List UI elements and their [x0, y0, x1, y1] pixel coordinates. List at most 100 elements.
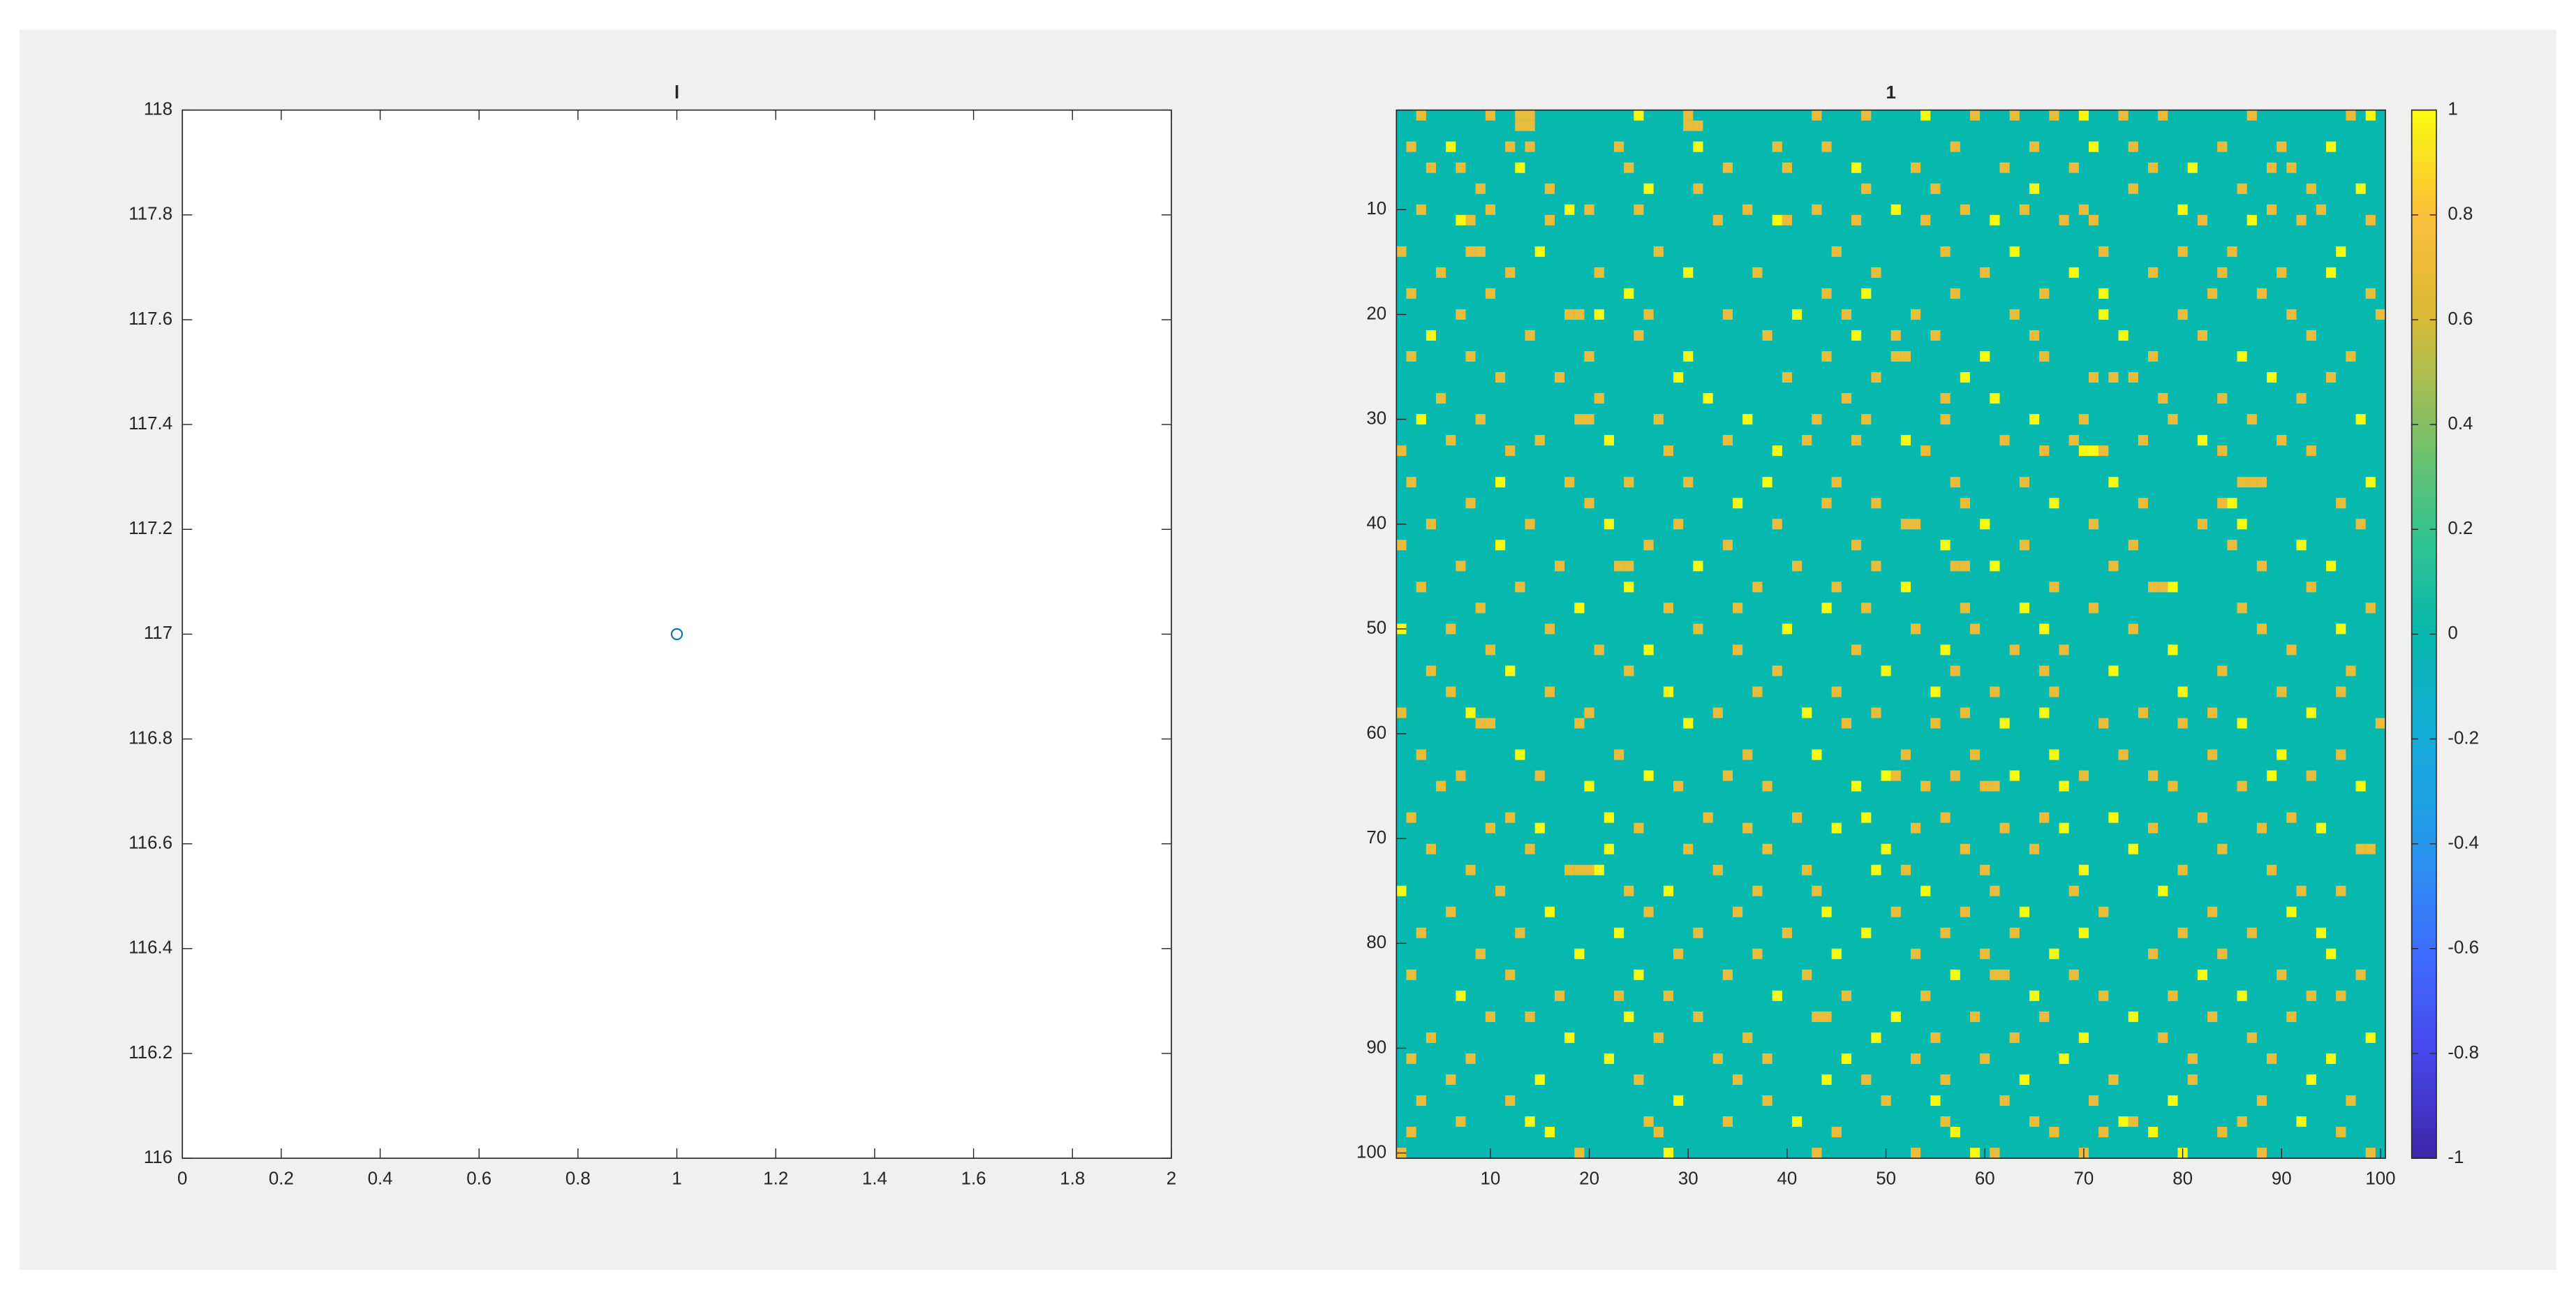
heatmap-cell: [1495, 540, 1506, 551]
colorbar-tick-label: 0: [2448, 623, 2457, 643]
heatmap-cell: [1812, 885, 1822, 896]
heatmap-cell: [1871, 864, 1881, 875]
heatmap-cell: [1456, 214, 1466, 225]
heatmap-cell: [2039, 707, 2050, 718]
heatmap-cell: [2029, 990, 2040, 1001]
heatmap-cell: [1752, 948, 1763, 959]
heatmap-cell: [1534, 246, 1545, 257]
heatmap-cell: [2089, 519, 2099, 530]
heatmap-cell: [2306, 707, 2316, 718]
heatmap-cell: [1663, 686, 1673, 697]
heatmap-cell: [1435, 393, 1446, 404]
heatmap-cell: [2207, 288, 2218, 299]
heatmap-cell: [1505, 445, 1516, 457]
heatmap-cell: [2217, 665, 2228, 676]
heatmap-cell: [2217, 141, 2228, 152]
heatmap-cell: [1416, 414, 1426, 425]
heatmap-cell: [2277, 141, 2287, 152]
heatmap-cell: [1970, 1011, 1981, 1022]
heatmap-cell: [1634, 330, 1644, 341]
heatmap-cell: [2217, 843, 2228, 855]
heatmap-cell: [1604, 519, 1614, 530]
heatmap-cell: [2118, 330, 2129, 341]
heatmap-cell: [1970, 1148, 1981, 1159]
heatmap-cell: [2078, 770, 2089, 781]
heatmap-cell: [1624, 1011, 1634, 1022]
heatmap-cell: [1930, 718, 1941, 729]
heatmap-cell: [1861, 183, 1872, 194]
heatmap-cell: [1920, 445, 1931, 457]
heatmap-cell: [2277, 686, 2287, 697]
heatmap-cell: [1999, 822, 2010, 834]
heatmap-cell: [1831, 1127, 1842, 1138]
heatmap-cell: [2148, 1127, 2159, 1138]
heatmap-cell: [2177, 927, 2188, 938]
heatmap-cell: [2217, 393, 2228, 404]
heatmap-cell: [2197, 519, 2208, 530]
heatmap-cell: [1495, 885, 1506, 896]
heatmap-cell: [1910, 623, 1921, 635]
heatmap-cell: [2246, 1032, 2257, 1043]
heatmap-cell: [1406, 1127, 1416, 1138]
heatmap-cell: [2049, 686, 2059, 697]
heatmap-cell: [2237, 990, 2247, 1001]
heatmap-cell: [1475, 948, 1486, 959]
heatmap-cell: [2306, 183, 2316, 194]
heatmap-cell: [2207, 1011, 2218, 1022]
axes-frame: [1396, 109, 2386, 1159]
heatmap-cell: [2286, 906, 2297, 917]
heatmap-cell: [1574, 1148, 1585, 1159]
heatmap-cell: [1762, 781, 1772, 792]
heatmap-cell: [1791, 561, 1803, 572]
heatmap-cell: [1782, 214, 1792, 225]
heatmap-cell: [1900, 749, 1911, 760]
heatmap-cell: [1821, 498, 1832, 509]
heatmap-cell: [1653, 246, 1664, 257]
heatmap-cell: [1683, 843, 1694, 855]
heatmap-cell: [1693, 561, 1703, 572]
heatmap-cell: [1990, 393, 2000, 404]
heatmap-cell: [2128, 1011, 2138, 1022]
heatmap-cell: [2118, 110, 2129, 121]
heatmap-cell: [1950, 141, 1960, 152]
heatmap-cell: [1426, 843, 1436, 855]
heatmap-cell: [2355, 519, 2366, 530]
heatmap-cell: [2277, 749, 2287, 760]
heatmap-cell: [2336, 246, 2346, 257]
heatmap-cell: [2078, 1032, 2089, 1043]
heatmap-cell: [1525, 1116, 1535, 1127]
heatmap-cell: [1772, 519, 1782, 530]
heatmap-cell: [2286, 309, 2297, 320]
heatmap-cell: [2355, 414, 2366, 425]
heatmap-cell: [1782, 162, 1792, 173]
heatmap-cell: [2148, 582, 2159, 593]
axes-title: 1: [1886, 83, 1895, 103]
heatmap-cell: [1465, 246, 1476, 257]
heatmap-cell: [1821, 141, 1832, 152]
heatmap-cell: [2138, 707, 2149, 718]
heatmap-cell: [2306, 770, 2316, 781]
heatmap-cell: [1920, 990, 1931, 1001]
heatmap-cell: [1920, 214, 1931, 225]
heatmap-cell: [2227, 540, 2237, 551]
heatmap-cell: [2009, 770, 2020, 781]
heatmap-cell: [2207, 749, 2218, 760]
heatmap-cell: [1970, 110, 1981, 121]
heatmap-cell: [2256, 561, 2267, 572]
heatmap-cell: [1673, 781, 1684, 792]
heatmap-cell: [1841, 1053, 1851, 1064]
heatmap-cell: [2237, 477, 2247, 488]
heatmap-cell: [1831, 948, 1842, 959]
heatmap-cell: [2246, 477, 2257, 488]
heatmap-cell: [1416, 582, 1426, 593]
heatmap-cell: [1613, 749, 1624, 760]
heatmap-cell: [1505, 1095, 1516, 1107]
x-tick-label: 1.4: [862, 1169, 887, 1189]
heatmap-cell: [1851, 644, 1862, 656]
heatmap-cell: [1624, 162, 1634, 173]
axes-frame: [182, 109, 1172, 1159]
heatmap-cell: [1624, 288, 1634, 299]
heatmap-cell: [2049, 1127, 2059, 1138]
heatmap-cell: [2158, 393, 2168, 404]
heatmap-cell: [1475, 602, 1486, 614]
